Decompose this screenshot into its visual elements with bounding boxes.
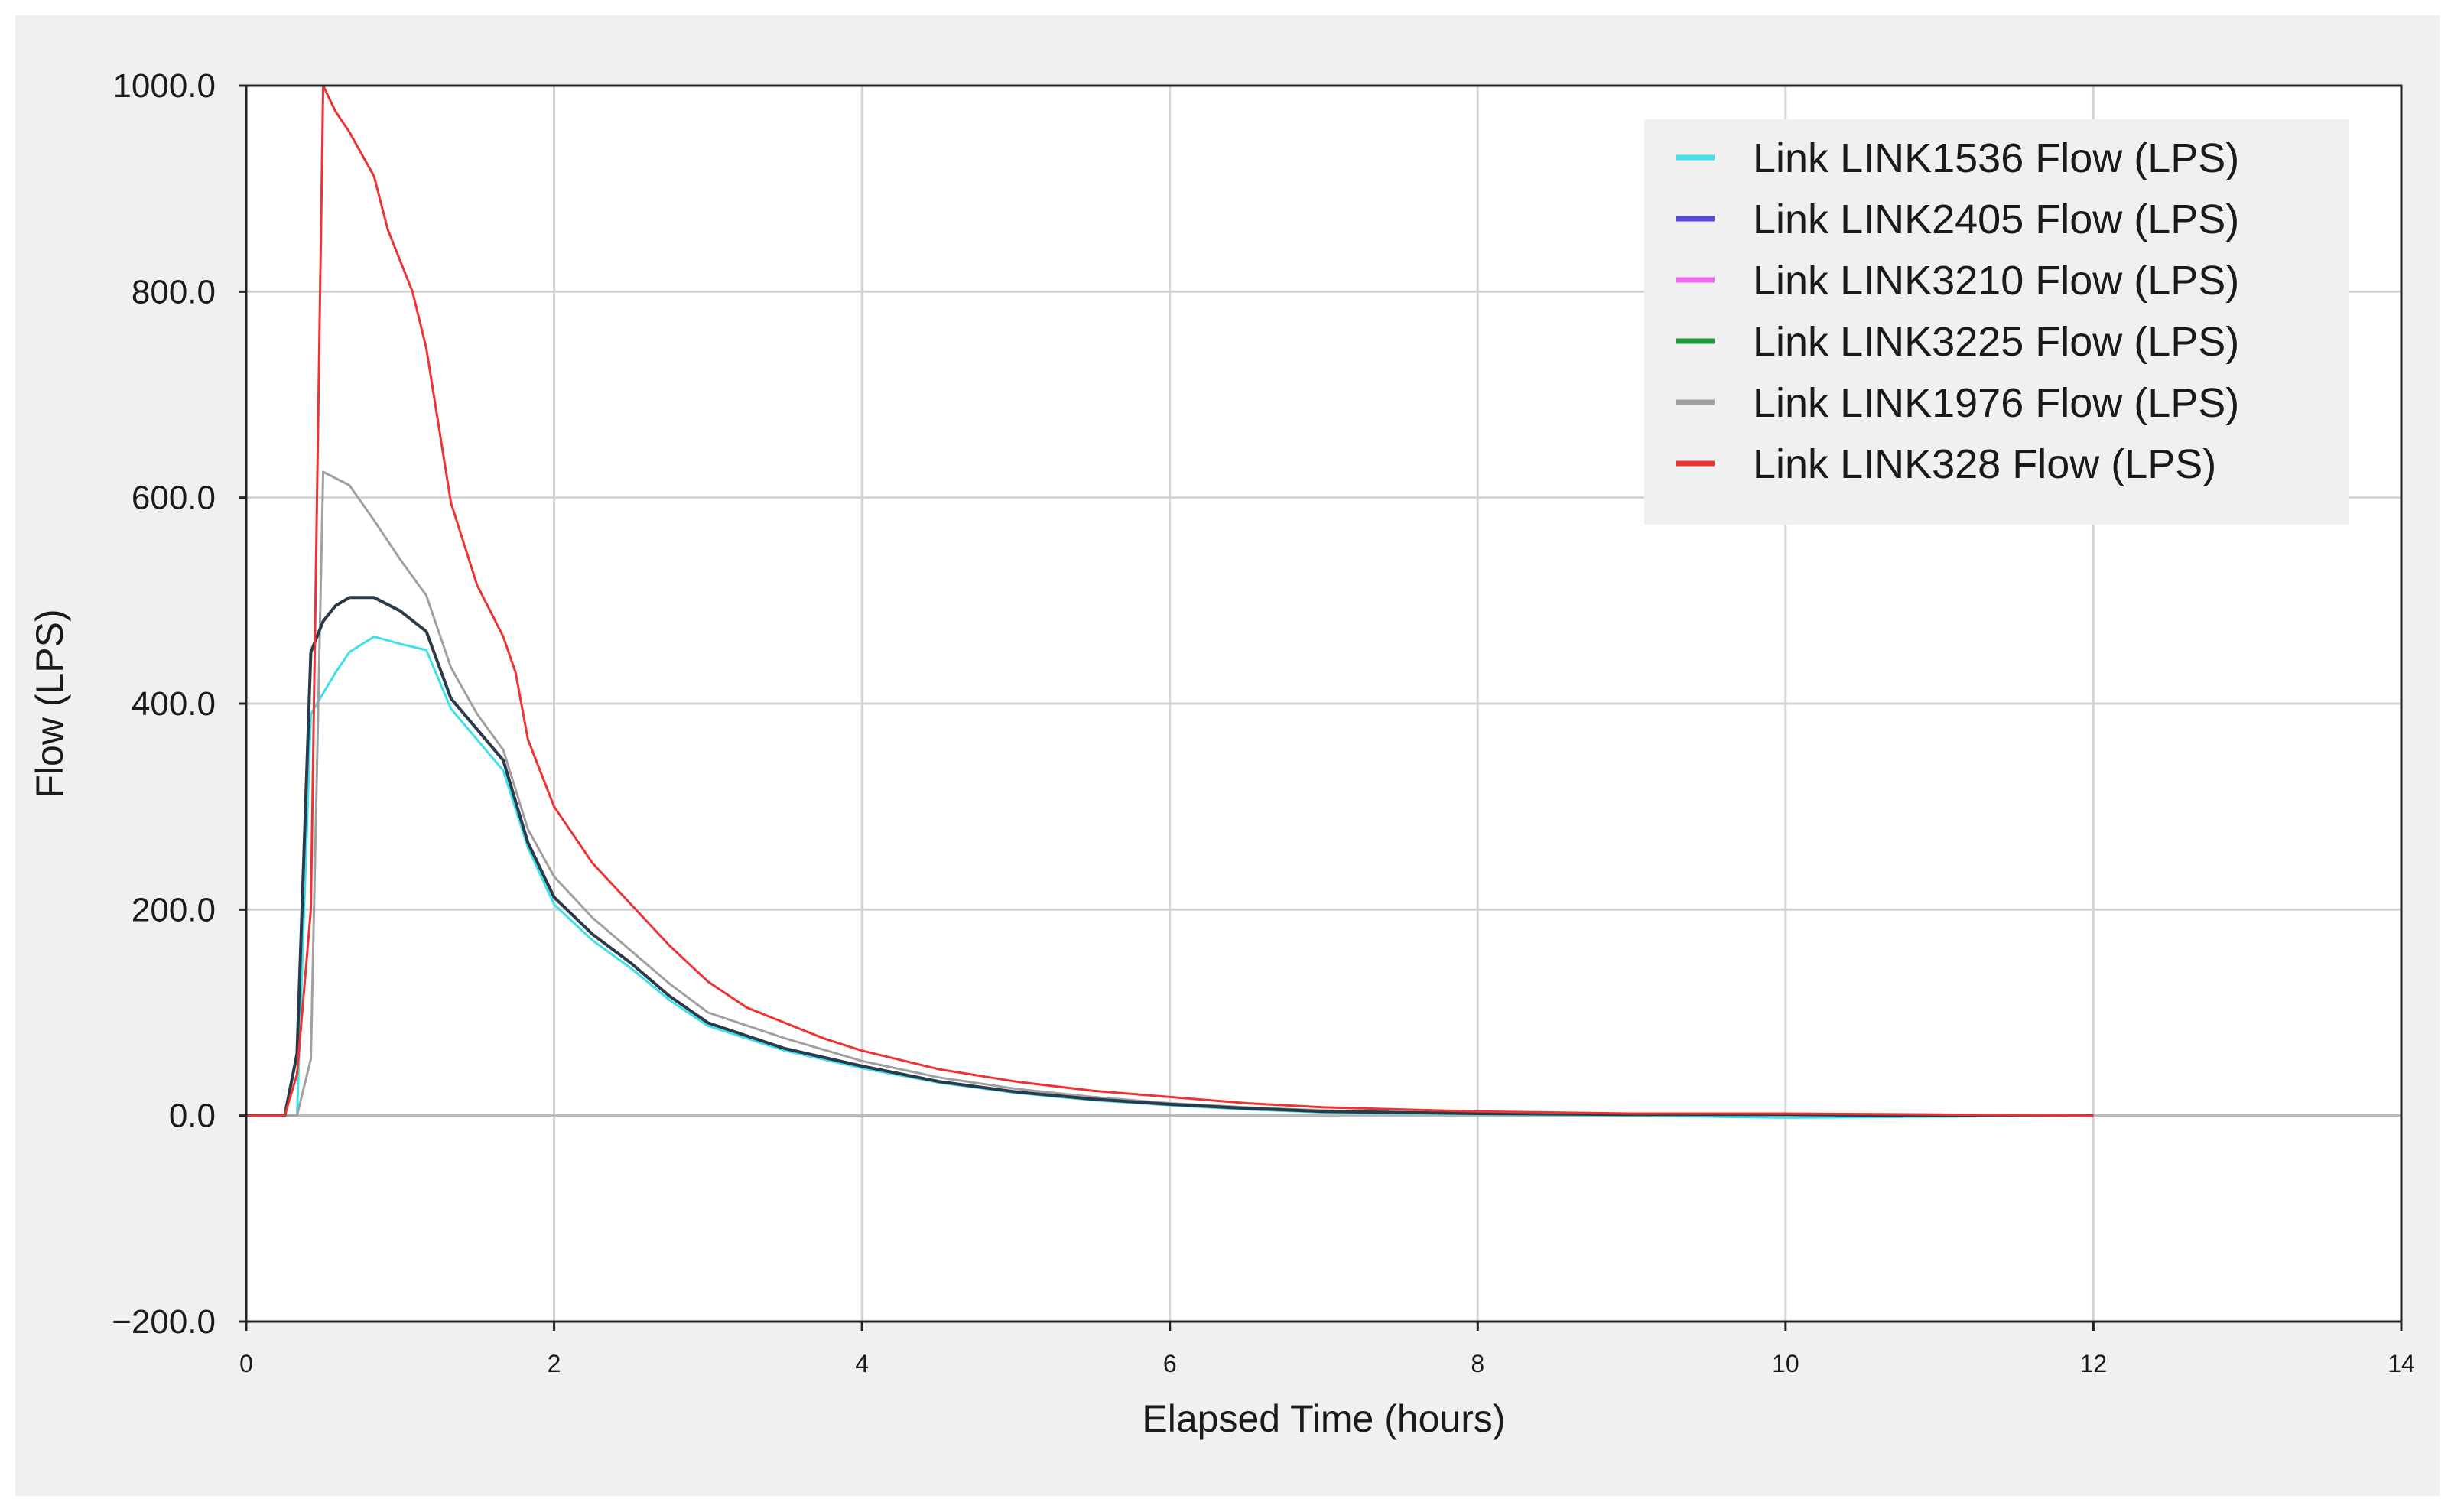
- y-tick-label: 200.0: [132, 891, 216, 928]
- x-tick-label: 6: [1163, 1350, 1177, 1377]
- legend-label: Link LINK3210 Flow (LPS): [1753, 258, 2239, 304]
- x-tick-label: 0: [239, 1350, 253, 1377]
- x-tick-label: 4: [855, 1350, 869, 1377]
- legend-label: Link LINK3225 Flow (LPS): [1753, 319, 2239, 365]
- y-tick-label: 1000.0: [112, 67, 216, 105]
- legend-label: Link LINK328 Flow (LPS): [1753, 441, 2216, 487]
- legend-label: Link LINK1536 Flow (LPS): [1753, 135, 2239, 181]
- y-tick-label: 0.0: [169, 1097, 216, 1135]
- x-tick-label: 8: [1471, 1350, 1484, 1377]
- y-tick-label: 800.0: [132, 273, 216, 311]
- x-tick-label: 10: [1772, 1350, 1799, 1377]
- y-tick-label: 600.0: [132, 480, 216, 517]
- chart-frame: −200.0 0.0 200.0 400.0 600.0 800.0 1000.0 0 2 4 6…: [15, 15, 2440, 1496]
- legend-box: [1644, 119, 2349, 525]
- chart-svg: −200.0 0.0 200.0 400.0 600.0 800.0 1000.0 0 2 4 6…: [28, 67, 2415, 1440]
- legend-items: Link LINK1536 Flow (LPS) Link LINK2405 Fl…: [1676, 135, 2239, 487]
- legend-label: Link LINK2405 Flow (LPS): [1753, 197, 2239, 242]
- x-axis-ticks: 0 2 4 6 8 10 12 14: [239, 1322, 2415, 1377]
- x-tick-label: 14: [2388, 1350, 2415, 1377]
- x-tick-label: 12: [2080, 1350, 2108, 1377]
- series-line-4: [246, 596, 2094, 1117]
- series-lines: [246, 84, 2094, 1119]
- legend: Link LINK1536 Flow (LPS) Link LINK2405 Fl…: [1644, 119, 2349, 525]
- y-axis-title: Flow (LPS): [28, 609, 71, 798]
- y-tick-label: 400.0: [132, 685, 216, 723]
- x-tick-label: 2: [548, 1350, 561, 1377]
- y-tick-label: −200.0: [112, 1303, 216, 1341]
- legend-label: Link LINK1976 Flow (LPS): [1753, 380, 2239, 426]
- series-line-6: [246, 84, 2094, 1117]
- x-axis-title: Elapsed Time (hours): [1142, 1397, 1505, 1440]
- y-axis-ticks: −200.0 0.0 200.0 400.0 600.0 800.0 1000.0: [112, 67, 246, 1341]
